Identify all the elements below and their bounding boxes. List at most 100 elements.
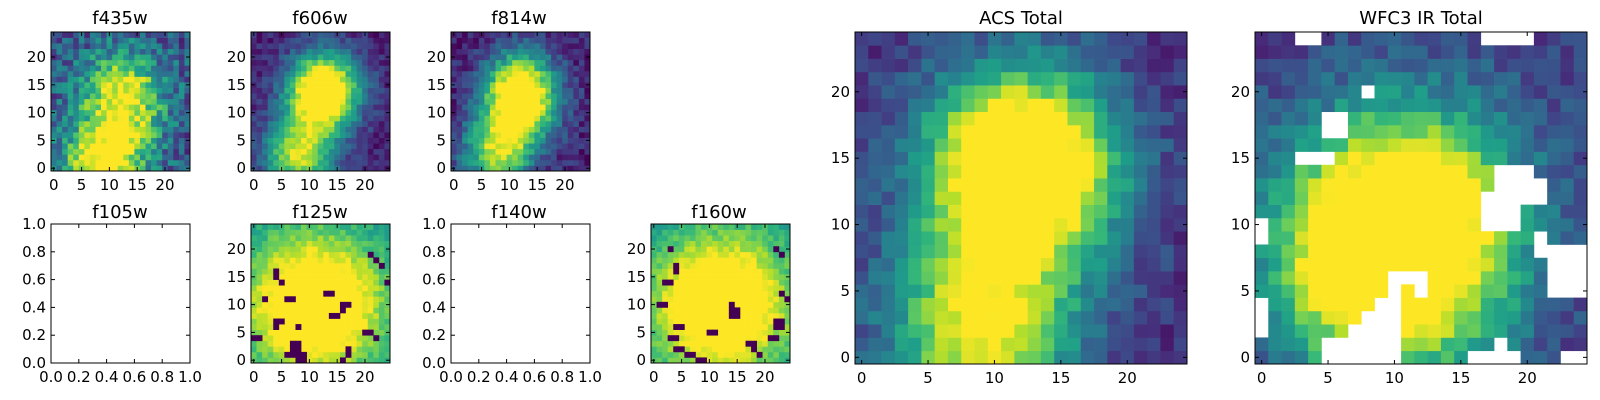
heatmap-cell bbox=[273, 346, 280, 353]
heatmap-cell bbox=[894, 310, 909, 325]
heatmap-cell bbox=[1520, 151, 1535, 166]
heatmap-cell bbox=[1480, 85, 1495, 99]
heatmap-cell bbox=[1414, 337, 1428, 352]
heatmap-cell bbox=[273, 165, 280, 172]
heatmap-cell bbox=[356, 93, 363, 100]
heatmap-cell bbox=[695, 351, 702, 358]
heatmap-cell bbox=[345, 65, 352, 72]
heatmap-cell bbox=[495, 137, 502, 144]
heatmap-cell bbox=[301, 324, 307, 330]
heatmap-cell bbox=[739, 307, 746, 314]
heatmap-cell bbox=[1374, 257, 1389, 272]
heatmap-cell bbox=[556, 159, 563, 166]
heatmap-cell bbox=[95, 159, 102, 166]
heatmap-cell bbox=[128, 65, 135, 72]
heatmap-cell bbox=[356, 279, 363, 286]
heatmap-cell bbox=[367, 240, 374, 247]
heatmap-cell bbox=[868, 297, 882, 312]
heatmap-cell bbox=[501, 137, 507, 144]
heatmap-cell bbox=[523, 54, 530, 61]
heatmap-cell bbox=[1133, 151, 1148, 166]
heatmap-cell bbox=[384, 268, 391, 275]
heatmap-cell bbox=[351, 70, 357, 77]
heatmap-cell bbox=[478, 59, 485, 66]
heatmap-cell bbox=[334, 82, 341, 88]
heatmap-cell bbox=[339, 224, 346, 230]
heatmap-cell bbox=[345, 104, 352, 111]
heatmap-cell bbox=[328, 224, 335, 230]
heatmap-cell bbox=[1120, 151, 1135, 166]
heatmap-cell bbox=[1027, 324, 1042, 338]
heatmap-cell bbox=[89, 37, 96, 44]
heatmap-cell bbox=[1547, 32, 1561, 46]
heatmap-cell bbox=[451, 120, 457, 127]
heatmap-cell bbox=[712, 312, 719, 319]
heatmap-cell bbox=[1467, 85, 1482, 99]
heatmap-cell bbox=[367, 312, 374, 319]
heatmap-cell bbox=[167, 65, 174, 72]
heatmap-cell bbox=[656, 307, 663, 314]
heatmap-cell bbox=[1454, 85, 1468, 99]
heatmap-cell bbox=[323, 82, 330, 88]
heatmap-cell bbox=[339, 274, 346, 280]
heatmap-cell bbox=[1120, 350, 1135, 365]
heatmap-cell bbox=[484, 165, 491, 172]
heatmap-cell bbox=[378, 143, 385, 150]
heatmap-cell bbox=[378, 109, 385, 116]
heatmap-cell bbox=[139, 148, 146, 155]
heatmap-cell bbox=[1361, 124, 1375, 139]
heatmap-cell bbox=[462, 37, 469, 44]
heatmap-cell bbox=[739, 335, 746, 342]
plot-area-f140w bbox=[451, 224, 590, 363]
heatmap-cell bbox=[373, 120, 380, 127]
heatmap-cell bbox=[356, 262, 363, 269]
heatmap-cell bbox=[1533, 271, 1548, 285]
heatmap-cell bbox=[734, 229, 741, 236]
heatmap-cell bbox=[251, 148, 257, 155]
heatmap-cell bbox=[523, 93, 530, 100]
heatmap-cell bbox=[734, 274, 741, 280]
heatmap-cell bbox=[1281, 350, 1296, 365]
heatmap-cell bbox=[312, 324, 319, 330]
heatmap-cell bbox=[345, 329, 352, 336]
heatmap-cell bbox=[684, 262, 691, 269]
heatmap-cell bbox=[1533, 164, 1548, 179]
heatmap-cell bbox=[301, 120, 307, 127]
heatmap-cell bbox=[134, 87, 141, 94]
heatmap-cell bbox=[723, 290, 730, 297]
heatmap-cell bbox=[762, 257, 769, 264]
heatmap-cell bbox=[284, 307, 291, 314]
heatmap-cell bbox=[1334, 164, 1349, 179]
heatmap-cell bbox=[1547, 350, 1561, 365]
heatmap-cell bbox=[328, 285, 335, 292]
heatmap-cell bbox=[117, 154, 124, 161]
heatmap-cell bbox=[578, 115, 585, 122]
heatmap-cell bbox=[373, 229, 380, 236]
heatmap-cell bbox=[267, 240, 274, 247]
heatmap-cell bbox=[523, 76, 530, 83]
heatmap-cell bbox=[301, 137, 307, 144]
heatmap-cell bbox=[684, 246, 691, 253]
heatmap-cell-low bbox=[684, 351, 691, 358]
heatmap-cell bbox=[362, 54, 369, 61]
heatmap-cell bbox=[295, 87, 302, 94]
heatmap-cell bbox=[501, 43, 507, 50]
heatmap-cell bbox=[1027, 58, 1042, 73]
heatmap-cell bbox=[562, 154, 569, 161]
heatmap-cell bbox=[256, 115, 263, 122]
heatmap-cell bbox=[328, 120, 335, 127]
heatmap-cell bbox=[267, 235, 274, 242]
heatmap-cell bbox=[284, 59, 291, 66]
heatmap-cell bbox=[1467, 111, 1482, 126]
heatmap-cell bbox=[1401, 111, 1415, 126]
heatmap-cell bbox=[1427, 231, 1442, 245]
heatmap-cell bbox=[462, 48, 469, 55]
heatmap-cell bbox=[84, 87, 91, 94]
heatmap-cell bbox=[1173, 111, 1188, 126]
heatmap-cell bbox=[1480, 58, 1495, 73]
heatmap-cell bbox=[762, 312, 769, 319]
heatmap-cell bbox=[156, 115, 163, 122]
heatmap-cell bbox=[1414, 297, 1428, 312]
heatmap-cell bbox=[974, 164, 989, 179]
heatmap-cell bbox=[1255, 71, 1269, 86]
